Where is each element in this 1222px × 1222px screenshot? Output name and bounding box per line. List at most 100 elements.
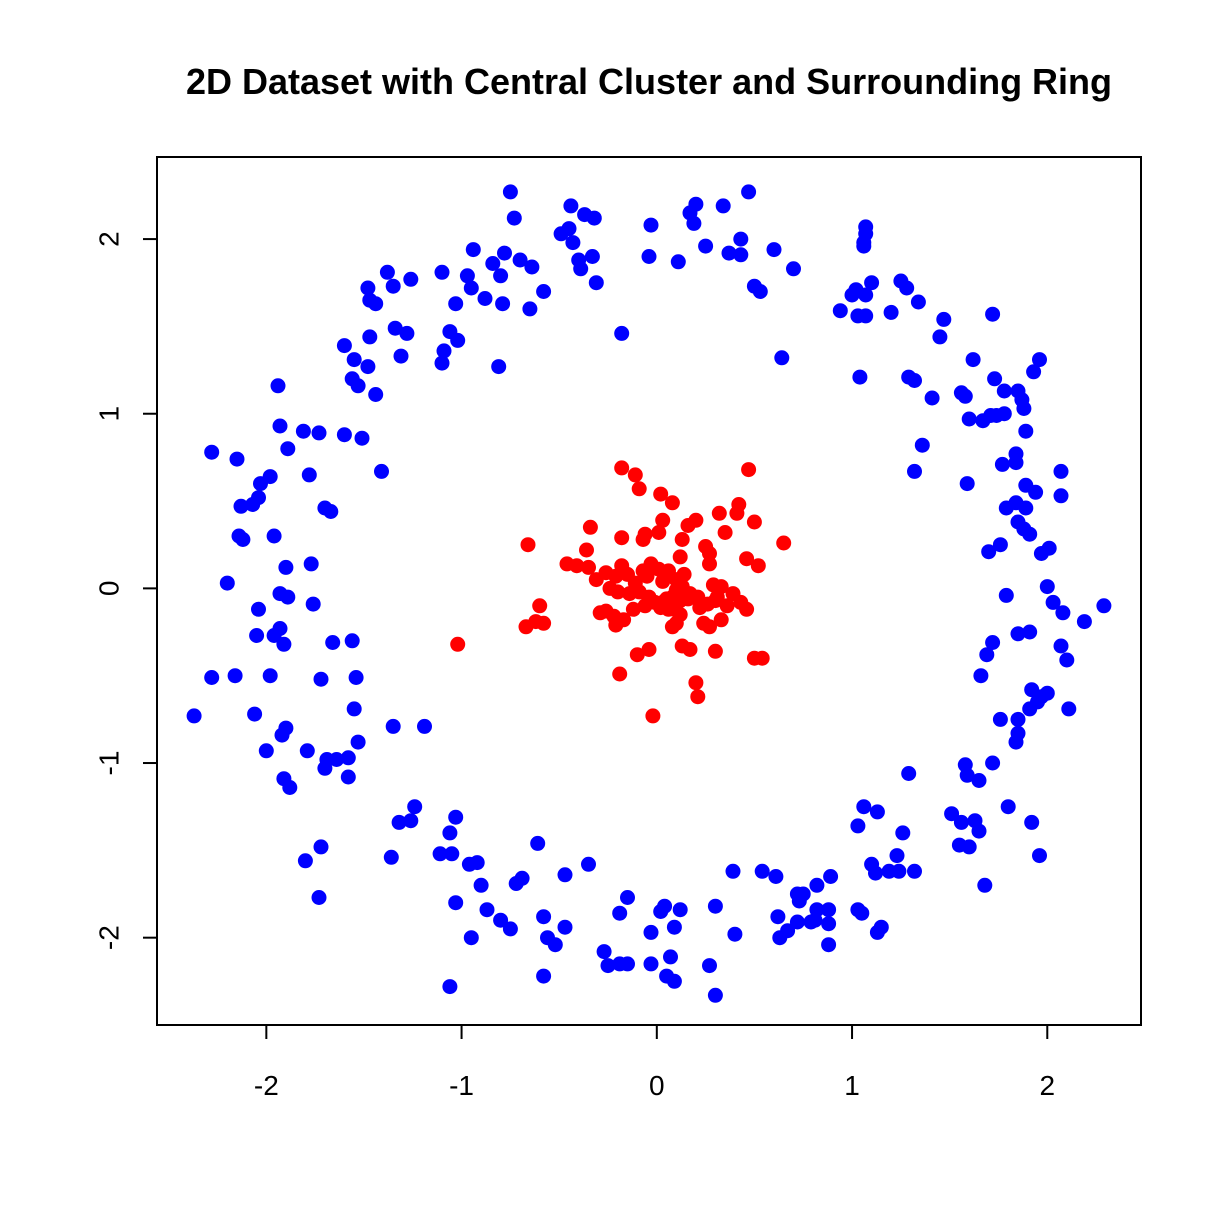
data-point: [336, 338, 352, 354]
data-point: [436, 343, 452, 359]
data-point: [432, 846, 448, 862]
data-point: [360, 280, 376, 296]
data-point: [754, 650, 770, 666]
data-point: [448, 296, 464, 312]
data-point: [450, 332, 466, 348]
data-point: [1032, 848, 1047, 864]
data-point: [702, 556, 717, 572]
data-point: [1018, 500, 1034, 516]
data-point: [625, 601, 641, 617]
data-point: [536, 615, 552, 631]
data-point: [713, 612, 729, 628]
data-point: [563, 198, 579, 214]
data-point: [971, 773, 987, 788]
data-point: [635, 532, 651, 547]
data-point: [524, 259, 540, 275]
data-point: [227, 668, 243, 684]
data-point: [992, 537, 1008, 553]
data-point: [536, 284, 552, 299]
data-point: [403, 813, 419, 829]
data-point: [733, 231, 749, 247]
data-point: [1010, 711, 1026, 727]
data-point: [1016, 401, 1032, 416]
data-point: [1022, 701, 1038, 717]
data-point: [588, 275, 604, 291]
x-tick-label: 1: [844, 1070, 860, 1101]
data-point: [479, 902, 495, 918]
data-point: [707, 987, 723, 1003]
data-point: [280, 589, 296, 605]
data-point: [463, 930, 479, 946]
data-point: [313, 839, 329, 855]
data-point: [821, 916, 837, 932]
data-point: [434, 355, 450, 371]
data-point: [249, 628, 265, 643]
data-point: [586, 210, 602, 226]
data-point: [258, 743, 274, 759]
data-point: [235, 532, 251, 547]
data-point: [229, 451, 245, 467]
data-point: [698, 539, 714, 554]
x-tick-label: -2: [254, 1070, 279, 1101]
data-point: [301, 467, 317, 483]
y-tick-label: 1: [94, 406, 125, 422]
data-point: [251, 601, 266, 617]
data-point: [522, 301, 538, 317]
y-tick-label: -2: [94, 925, 125, 950]
data-point: [262, 469, 278, 485]
data-point: [1076, 614, 1092, 630]
data-point: [666, 919, 682, 935]
data-point: [655, 512, 671, 528]
data-point: [346, 352, 362, 368]
data-point: [493, 912, 509, 928]
data-point: [914, 437, 930, 453]
data-point: [739, 601, 755, 617]
data-point: [1039, 579, 1055, 595]
data-point: [612, 666, 628, 682]
data-point: [953, 814, 969, 830]
data-point: [924, 390, 940, 406]
data-point: [858, 308, 874, 324]
data-point: [393, 348, 409, 364]
data-point: [981, 544, 997, 560]
data-point: [627, 467, 643, 483]
data-point: [311, 890, 327, 905]
data-point: [434, 264, 450, 280]
data-point: [536, 909, 552, 925]
data-point: [729, 505, 745, 521]
data-point: [360, 359, 376, 375]
data-point: [323, 504, 339, 519]
data-point: [584, 249, 600, 264]
data-point: [350, 378, 366, 394]
data-point: [688, 675, 704, 691]
data-point: [711, 505, 727, 521]
data-point: [631, 481, 647, 497]
data-point: [707, 898, 723, 914]
data-point: [1022, 624, 1038, 640]
data-point: [368, 387, 384, 402]
data-point: [219, 575, 235, 591]
data-point: [741, 184, 757, 200]
y-tick-label: -1: [94, 751, 125, 776]
data-point: [998, 500, 1014, 516]
data-point: [385, 278, 401, 294]
data-point: [776, 535, 792, 551]
data-point: [795, 886, 811, 902]
data-point: [450, 636, 466, 652]
data-point: [385, 718, 401, 734]
data-point: [901, 766, 917, 781]
data-point: [690, 689, 706, 705]
data-point: [565, 235, 581, 251]
data-point: [520, 537, 536, 553]
data-point: [463, 280, 479, 296]
data-point: [998, 587, 1014, 603]
data-point: [821, 937, 837, 953]
data-point: [727, 926, 743, 942]
data-point: [532, 598, 548, 614]
data-point: [1096, 598, 1112, 614]
data-point: [707, 643, 723, 659]
data-point: [973, 668, 989, 684]
data-point: [883, 304, 899, 320]
data-point: [473, 877, 489, 893]
data-point: [495, 296, 511, 312]
